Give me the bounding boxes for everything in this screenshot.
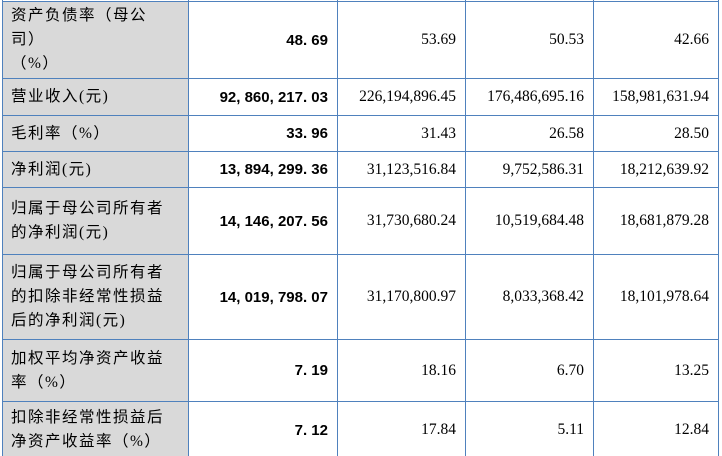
row-label-net-profit-attributable-after-non-recurring: 归属于母公司所有者 的扣除非经常性损益 后的净利润(元): [2, 254, 189, 340]
row-label-net-profit-attributable-to-parent: 归属于母公司所有者 的净利润(元): [2, 187, 189, 255]
table-row: 扣除非经常性损益后 净资产收益率（%） 7. 12 17.84 5.11 12.…: [2, 401, 719, 456]
table-row: 营业收入(元) 92, 860, 217. 03 226,194,896.45 …: [2, 78, 719, 116]
value-cell: 9,752,586.31: [465, 151, 594, 188]
value-cell: 17.84: [337, 401, 466, 456]
value-cell: 7. 19: [188, 339, 338, 402]
value-cell: 50.53: [465, 1, 594, 79]
row-label-debt-to-asset-ratio: 资产负债率（母公司） （%）: [2, 1, 189, 79]
value-cell: 42.66: [593, 1, 719, 79]
value-cell: 7. 12: [188, 401, 338, 456]
row-label-operating-revenue: 营业收入(元): [2, 78, 189, 116]
table-row: 加权平均净资产收益 率（%） 7. 19 18.16 6.70 13.25: [2, 339, 719, 402]
value-cell: 18,212,639.92: [593, 151, 719, 188]
value-cell: 18,681,879.28: [593, 187, 719, 255]
value-cell: 31,123,516.84: [337, 151, 466, 188]
value-cell: 13, 894, 299. 36: [188, 151, 338, 188]
table-row: 归属于母公司所有者 的净利润(元) 14, 146, 207. 56 31,73…: [2, 187, 719, 255]
value-cell: 5.11: [465, 401, 594, 456]
value-cell: 14, 146, 207. 56: [188, 187, 338, 255]
value-cell: 31,730,680.24: [337, 187, 466, 255]
row-label-gross-margin: 毛利率（%）: [2, 115, 189, 152]
value-cell: 33. 96: [188, 115, 338, 152]
value-cell: 6.70: [465, 339, 594, 402]
value-cell: 176,486,695.16: [465, 78, 594, 116]
table-row: 毛利率（%） 33. 96 31.43 26.58 28.50: [2, 115, 719, 152]
value-cell: 31.43: [337, 115, 466, 152]
value-cell: 31,170,800.97: [337, 254, 466, 340]
value-cell: 26.58: [465, 115, 594, 152]
value-cell: 13.25: [593, 339, 719, 402]
value-cell: 92, 860, 217. 03: [188, 78, 338, 116]
value-cell: 18.16: [337, 339, 466, 402]
row-label-net-profit: 净利润(元): [2, 151, 189, 188]
value-cell: 10,519,684.48: [465, 187, 594, 255]
value-cell: 53.69: [337, 1, 466, 79]
value-cell: 48. 69: [188, 1, 338, 79]
table-row: 资产负债率（母公司） （%） 48. 69 53.69 50.53 42.66: [2, 1, 719, 79]
value-cell: 18,101,978.64: [593, 254, 719, 340]
value-cell: 158,981,631.94: [593, 78, 719, 116]
value-cell: 8,033,368.42: [465, 254, 594, 340]
value-cell: 12.84: [593, 401, 719, 456]
table-row: 净利润(元) 13, 894, 299. 36 31,123,516.84 9,…: [2, 151, 719, 188]
row-label-roe-after-non-recurring: 扣除非经常性损益后 净资产收益率（%）: [2, 401, 189, 456]
value-cell: 226,194,896.45: [337, 78, 466, 116]
row-label-weighted-average-roe: 加权平均净资产收益 率（%）: [2, 339, 189, 402]
value-cell: 28.50: [593, 115, 719, 152]
value-cell: 14, 019, 798. 07: [188, 254, 338, 340]
table-row: 归属于母公司所有者 的扣除非经常性损益 后的净利润(元) 14, 019, 79…: [2, 254, 719, 340]
